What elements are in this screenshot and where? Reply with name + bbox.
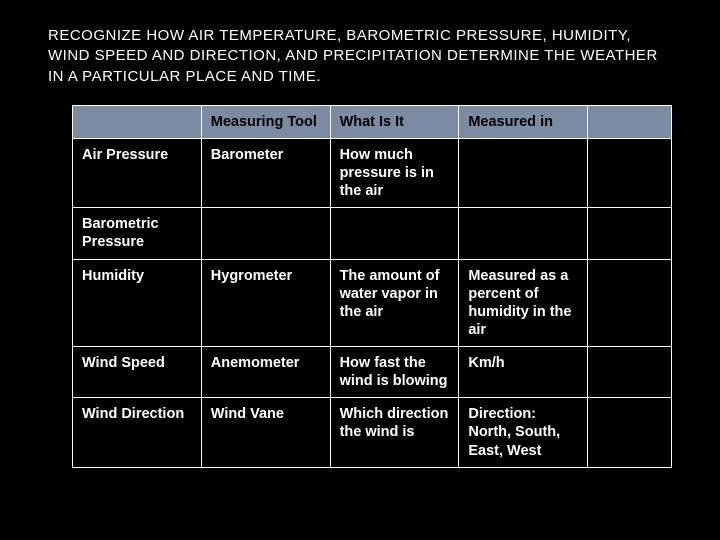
- table-cell: [459, 138, 588, 207]
- table-header-cell: Measuring Tool: [201, 105, 330, 138]
- table-header-row: Measuring Tool What Is It Measured in: [73, 105, 672, 138]
- table-cell: [459, 208, 588, 259]
- table-cell: Direction: North, South, East, West: [459, 398, 588, 467]
- table-row: Barometric Pressure: [73, 208, 672, 259]
- table-cell: Km/h: [459, 347, 588, 398]
- slide-title: RECOGNIZE HOW AIR TEMPERATURE, BAROMETRI…: [0, 0, 720, 105]
- table-cell: [588, 208, 672, 259]
- table-row: Air Pressure Barometer How much pressure…: [73, 138, 672, 207]
- table-cell: Air Pressure: [73, 138, 202, 207]
- table-cell: Barometric Pressure: [73, 208, 202, 259]
- table-cell: [201, 208, 330, 259]
- table-header-cell: [73, 105, 202, 138]
- table-cell: Humidity: [73, 259, 202, 347]
- table-cell: [588, 138, 672, 207]
- table-cell: Anemometer: [201, 347, 330, 398]
- table-cell: Wind Speed: [73, 347, 202, 398]
- table-cell: Which direction the wind is: [330, 398, 459, 467]
- table-cell: Wind Vane: [201, 398, 330, 467]
- table-header-cell: What Is It: [330, 105, 459, 138]
- table-row: Humidity Hygrometer The amount of water …: [73, 259, 672, 347]
- table-row: Wind Direction Wind Vane Which direction…: [73, 398, 672, 467]
- table-cell: Wind Direction: [73, 398, 202, 467]
- table-header-cell: Measured in: [459, 105, 588, 138]
- table-cell: Hygrometer: [201, 259, 330, 347]
- table-cell: The amount of water vapor in the air: [330, 259, 459, 347]
- table-cell: Measured as a percent of humidity in the…: [459, 259, 588, 347]
- table-container: Measuring Tool What Is It Measured in Ai…: [0, 105, 720, 468]
- table-cell: [588, 347, 672, 398]
- table-cell: [588, 259, 672, 347]
- table-cell: [588, 398, 672, 467]
- weather-table: Measuring Tool What Is It Measured in Ai…: [72, 105, 672, 468]
- table-cell: How fast the wind is blowing: [330, 347, 459, 398]
- table-row: Wind Speed Anemometer How fast the wind …: [73, 347, 672, 398]
- table-cell: [330, 208, 459, 259]
- table-header-cell: [588, 105, 672, 138]
- table-cell: Barometer: [201, 138, 330, 207]
- table-cell: How much pressure is in the air: [330, 138, 459, 207]
